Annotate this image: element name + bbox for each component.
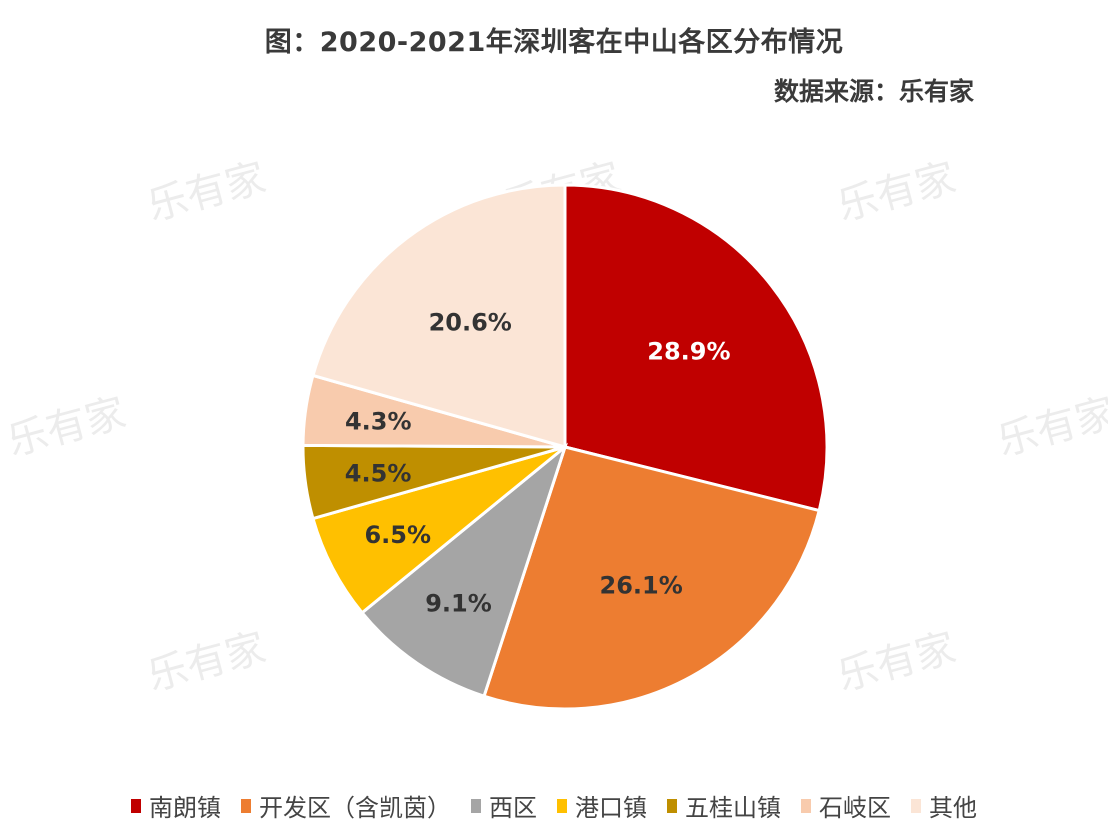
legend-label: 南朗镇	[149, 794, 221, 822]
pie-slice	[311, 183, 567, 449]
legend-item: 五桂山镇	[667, 788, 781, 823]
watermark: 乐有家	[833, 625, 961, 700]
legend-swatch	[471, 798, 481, 813]
legend-swatch	[911, 798, 921, 813]
legend-label: 西区	[489, 794, 537, 822]
watermark: 乐有家	[993, 390, 1108, 465]
legend-label: 其他	[929, 794, 977, 822]
chart-title: 图：2020-2021年深圳客在中山各区分布情况	[264, 27, 844, 58]
legend: 南朗镇 开发区（含凯茵） 西区 港口镇 五桂山镇 石岐区 其他	[0, 788, 1108, 823]
legend-label: 石岐区	[819, 794, 891, 822]
legend-item: 石岐区	[801, 788, 891, 823]
data-label: 26.1%	[600, 572, 683, 600]
legend-swatch	[801, 798, 811, 813]
data-label: 4.5%	[345, 459, 412, 487]
watermark: 乐有家	[143, 155, 271, 230]
legend-label: 五桂山镇	[685, 794, 781, 822]
legend-swatch	[131, 798, 141, 813]
legend-item: 港口镇	[557, 788, 647, 823]
legend-swatch	[557, 798, 567, 813]
data-label: 4.3%	[345, 407, 412, 435]
data-label: 20.6%	[429, 309, 512, 337]
legend-item: 其他	[911, 788, 977, 823]
legend-swatch	[241, 798, 251, 813]
pie-slice	[563, 183, 829, 513]
legend-item: 开发区（含凯茵）	[241, 788, 451, 823]
pie-slice	[359, 442, 569, 699]
watermark: 乐有家	[143, 625, 271, 700]
legend-item: 南朗镇	[131, 788, 221, 823]
data-label: 6.5%	[364, 521, 431, 549]
chart-source: 数据来源：乐有家	[773, 77, 974, 106]
watermark: 乐有家	[833, 155, 961, 230]
legend-swatch	[667, 798, 677, 813]
legend-label: 港口镇	[575, 794, 647, 822]
pie-slice	[482, 445, 821, 711]
data-label: 9.1%	[425, 590, 492, 618]
legend-item: 西区	[471, 788, 537, 823]
legend-label: 开发区（含凯茵）	[259, 794, 451, 822]
watermark: 乐有家	[3, 390, 131, 465]
data-label: 28.9%	[647, 337, 730, 365]
